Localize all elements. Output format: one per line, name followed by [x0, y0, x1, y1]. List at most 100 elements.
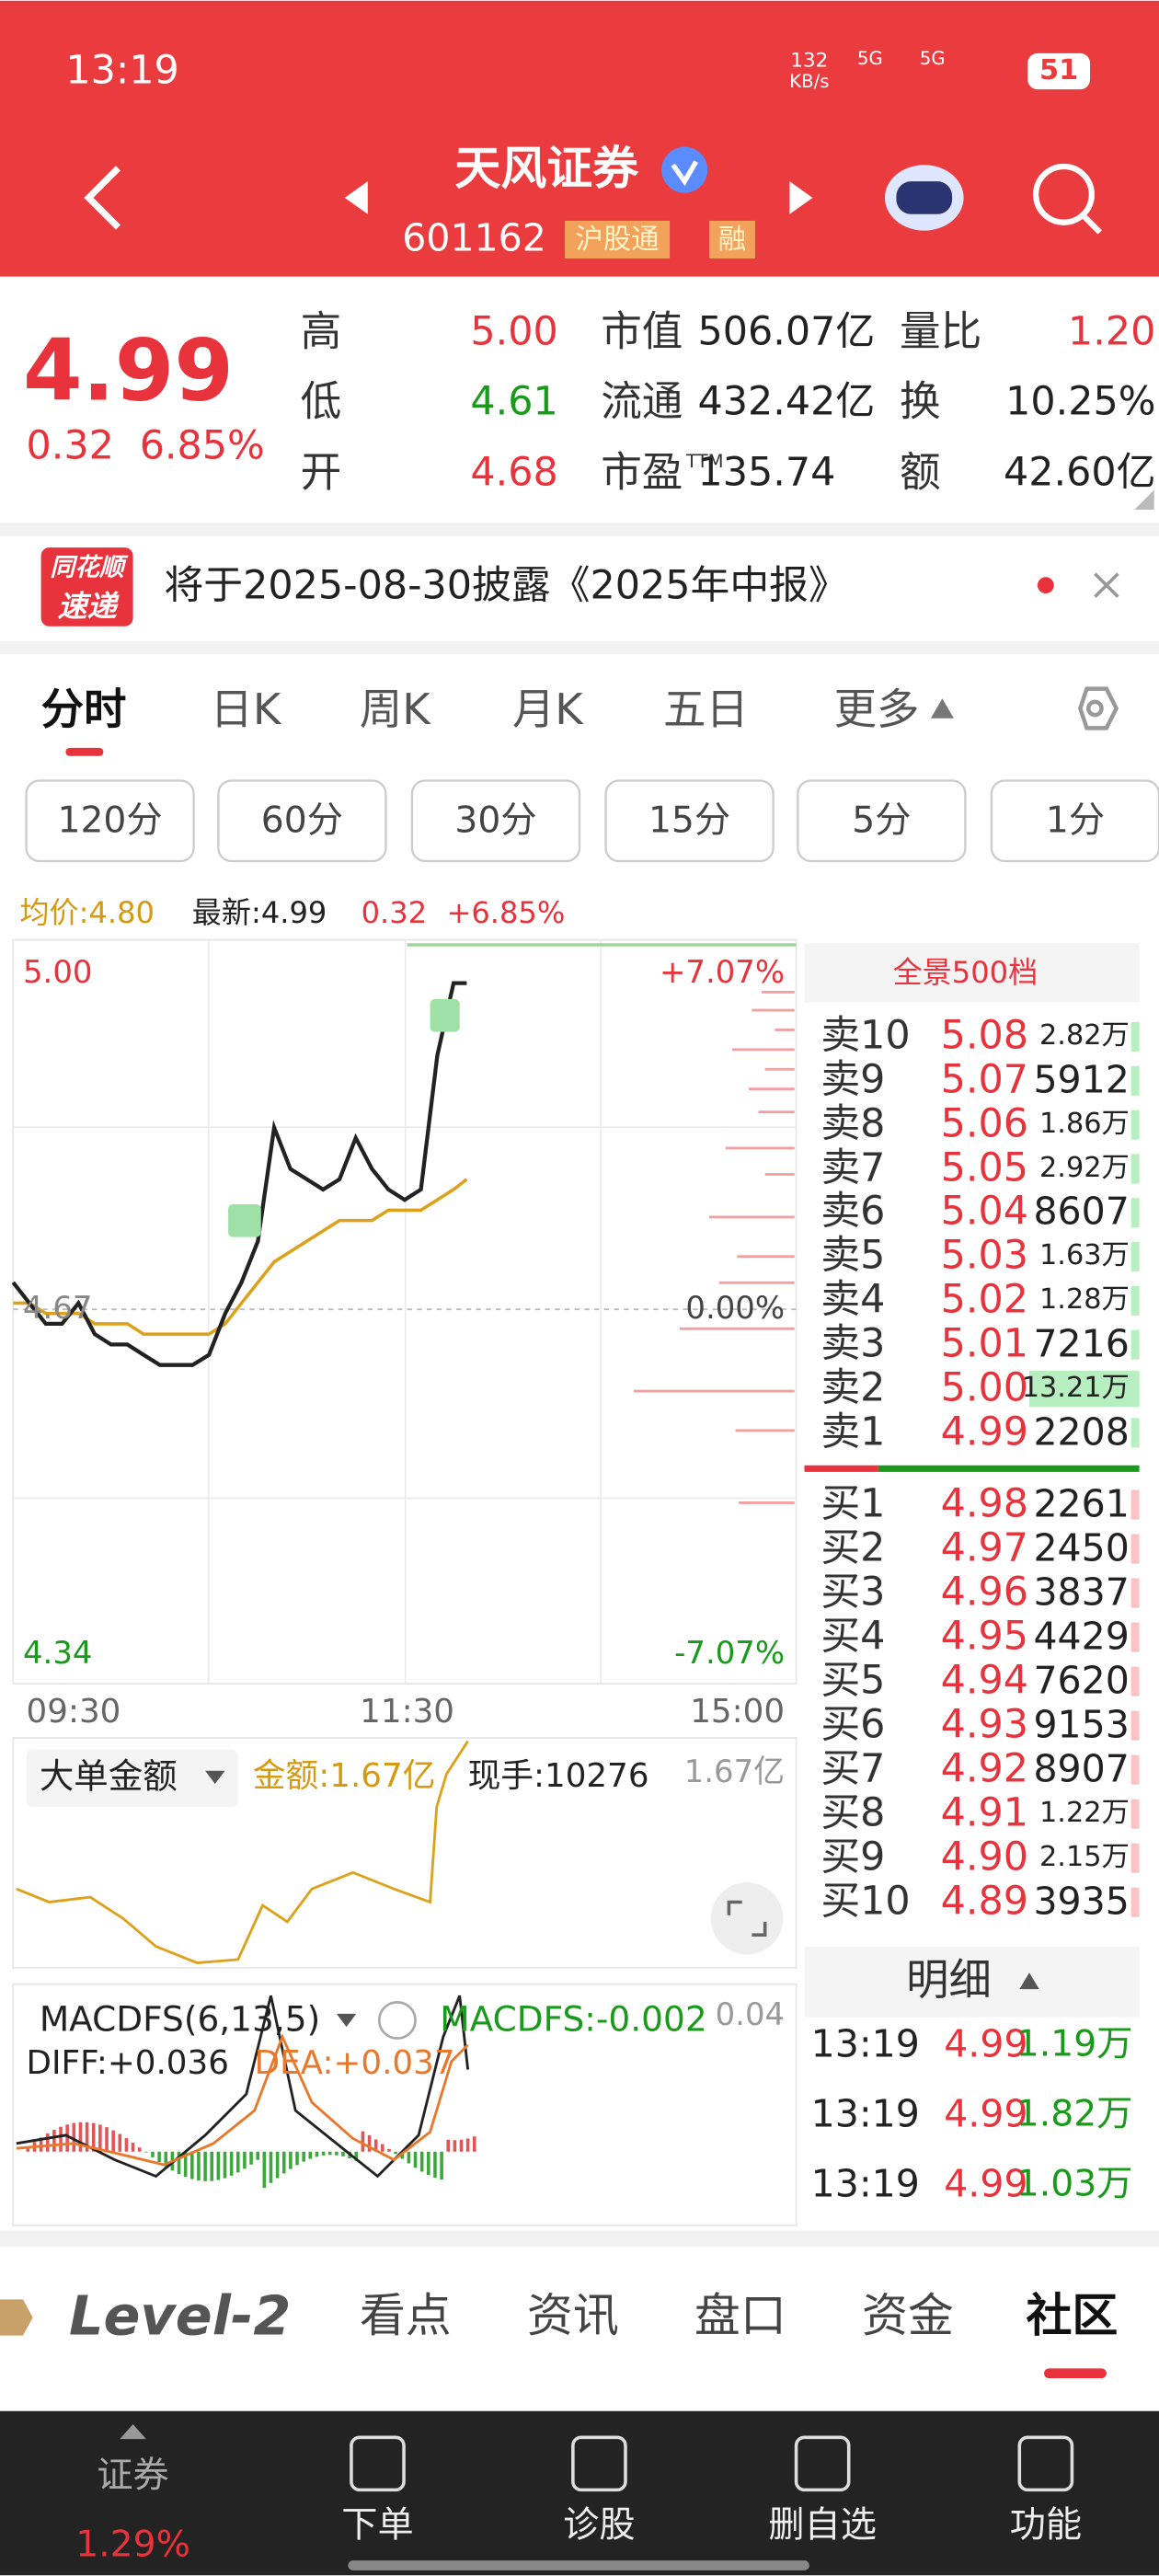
trade-time: 13:19	[810, 2161, 920, 2206]
search-icon[interactable]	[1033, 163, 1095, 225]
chart-tab[interactable]: 月K	[511, 684, 583, 734]
period-label[interactable]: 1分	[1045, 799, 1106, 842]
macd-bar	[315, 2151, 319, 2157]
volume-highlight	[1029, 1370, 1140, 1408]
depth-bar	[718, 1281, 795, 1284]
macd-bar	[124, 2138, 129, 2152]
stat-value: 42.60亿	[1003, 449, 1156, 496]
period-label[interactable]: 120分	[57, 799, 163, 842]
macd-bar	[131, 2143, 135, 2152]
period-label[interactable]: 30分	[454, 799, 537, 842]
level-volume: 7216	[1033, 1321, 1130, 1366]
trade-price: 4.99	[944, 2021, 1028, 2066]
chart-tab[interactable]: 日K	[210, 684, 281, 734]
stat-value: 10.25%	[1005, 378, 1156, 425]
level-volume: 1.86万	[1039, 1107, 1130, 1140]
battery	[1027, 52, 1091, 90]
period-label[interactable]: 5分	[852, 799, 912, 842]
level-label: 买1	[820, 1480, 886, 1527]
macd-bar	[472, 2136, 476, 2152]
chart-tab[interactable]: 周K	[359, 684, 430, 734]
price-line	[11, 981, 467, 1367]
macd-bar	[118, 2133, 122, 2152]
select-arrow	[336, 2013, 357, 2028]
notice-close[interactable]	[1094, 572, 1119, 598]
level-price: 5.01	[940, 1320, 1028, 1367]
select-arrow	[205, 1770, 225, 1784]
indicator-select[interactable]	[26, 1749, 238, 1807]
period-label[interactable]: 15分	[648, 799, 731, 842]
notice-logo-text: 同花顺	[50, 553, 124, 582]
nav-label[interactable]: 证券	[97, 2455, 169, 2497]
content-tab[interactable]: 资金	[861, 2289, 954, 2343]
macd-name[interactable]: MACDFS(6,13,5)	[39, 1998, 321, 2040]
level-label: 买10	[820, 1878, 911, 1925]
notice-text[interactable]: 将于2025-08-30披露《2025年中报》	[164, 562, 848, 609]
next-stock[interactable]	[789, 181, 813, 214]
period-button[interactable]	[25, 779, 195, 863]
indicator-name[interactable]: 大单金额	[39, 1755, 178, 1797]
depth-bar	[764, 1067, 795, 1071]
period-button[interactable]	[797, 779, 967, 863]
chart-tab[interactable]: 更多	[833, 684, 920, 734]
macd-bar	[407, 2151, 411, 2164]
macd-bar	[275, 2151, 280, 2179]
nav-icon[interactable]	[571, 2435, 627, 2492]
period-label[interactable]: 60分	[260, 799, 343, 842]
period-button[interactable]	[604, 779, 775, 863]
macd-bar	[144, 2151, 148, 2153]
stat-label: 额	[900, 448, 941, 497]
settings-icon	[1086, 699, 1104, 718]
notice-dot	[1037, 577, 1054, 594]
buy-signal	[228, 1203, 261, 1237]
chart-tab[interactable]: 分时	[40, 684, 127, 734]
volume-bar	[1130, 1374, 1140, 1404]
macd-bar	[229, 2151, 234, 2176]
prev-stock[interactable]	[344, 181, 368, 214]
detail-title[interactable]: 明细	[906, 1955, 992, 2006]
depth-bar	[731, 1048, 795, 1052]
content-tab[interactable]: 资讯	[526, 2289, 619, 2343]
macd-bar	[59, 2126, 63, 2152]
period-button[interactable]	[410, 779, 581, 863]
macd-bar	[52, 2129, 56, 2152]
nav-label[interactable]: 删自选	[768, 2504, 877, 2547]
help-icon[interactable]	[377, 2001, 417, 2040]
depth-bar	[737, 1255, 795, 1259]
macd-bar	[243, 2151, 247, 2169]
diff-value: DIFF:+0.036	[26, 2044, 229, 2083]
back-button[interactable]	[84, 166, 121, 230]
chart-tab[interactable]: 五日	[663, 684, 749, 734]
nav-icon[interactable]	[794, 2435, 851, 2492]
time-axis-label: 11:30	[360, 1693, 455, 1731]
period-button[interactable]	[217, 779, 387, 863]
macd-bar	[302, 2151, 305, 2162]
nav-label[interactable]: 诊股	[563, 2504, 636, 2547]
nav-icon[interactable]	[1017, 2435, 1074, 2492]
nav-label[interactable]: 功能	[1009, 2504, 1083, 2547]
period-button[interactable]	[990, 779, 1159, 863]
content-tab[interactable]: 盘口	[694, 2289, 786, 2343]
verified-badge	[661, 146, 708, 193]
nav-icon[interactable]	[350, 2435, 406, 2492]
level2-brand[interactable]: Level-2	[68, 2283, 292, 2348]
volume-bar	[1130, 1666, 1140, 1696]
depth-bar	[762, 990, 795, 994]
level-price: 4.95	[940, 1613, 1028, 1660]
level-label: 买6	[820, 1701, 886, 1748]
macd-bar	[111, 2130, 115, 2152]
settings-icon[interactable]	[1077, 686, 1119, 730]
content-tab[interactable]: 看点	[359, 2289, 452, 2343]
macd-bar	[465, 2138, 470, 2152]
level-price: 4.96	[940, 1569, 1028, 1616]
expand-corner	[1134, 489, 1154, 511]
fullscreen-button[interactable]	[710, 1882, 784, 1955]
orderbook-title[interactable]: 全景500档	[892, 954, 1039, 990]
content-tab[interactable]: 社区	[1026, 2289, 1119, 2343]
macd-bar	[361, 2131, 365, 2152]
nav-label[interactable]: 下单	[341, 2504, 414, 2547]
level-price: 5.04	[940, 1189, 1028, 1236]
pct-axis-label: +7.07%	[660, 953, 786, 990]
avg-price: 均价:4.80	[19, 895, 155, 931]
level-label: 卖10	[820, 1012, 911, 1059]
